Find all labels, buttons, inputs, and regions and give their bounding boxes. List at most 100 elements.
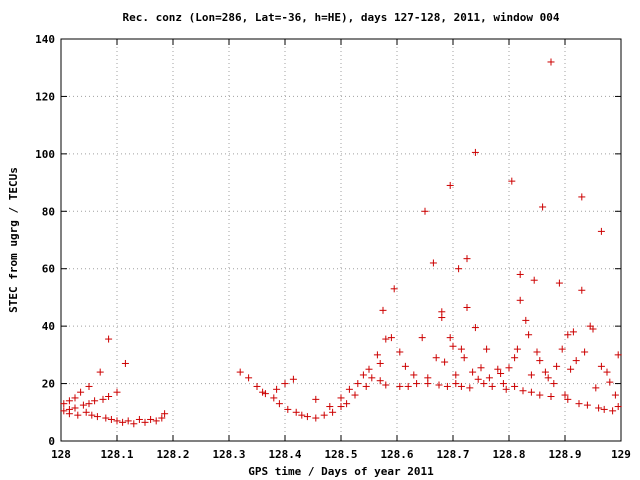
data-point [99, 395, 107, 403]
data-point [329, 408, 337, 416]
data-point [519, 387, 527, 395]
data-point [88, 411, 96, 419]
data-point [525, 331, 533, 339]
data-point [483, 345, 491, 353]
data-point [382, 381, 390, 389]
data-point [303, 413, 311, 421]
data-point [575, 400, 583, 408]
data-point [292, 408, 300, 416]
data-point [376, 377, 384, 385]
data-point [597, 227, 605, 235]
data-point [578, 286, 586, 294]
data-point [119, 418, 127, 426]
data-point [135, 415, 143, 423]
data-point [443, 382, 451, 390]
data-point [65, 410, 73, 418]
data-point [578, 193, 586, 201]
data-point [359, 371, 367, 379]
data-point [494, 365, 502, 373]
data-point [474, 375, 482, 383]
data-point [446, 181, 454, 189]
data-point [530, 276, 538, 284]
data-point [555, 279, 563, 287]
data-point [567, 365, 575, 373]
data-point [71, 394, 79, 402]
y-tick-label: 40 [42, 320, 55, 333]
data-point [522, 316, 530, 324]
data-point [418, 334, 426, 342]
data-point [502, 385, 510, 393]
data-point [424, 380, 432, 388]
data-point [236, 368, 244, 376]
data-point [130, 420, 138, 428]
data-point [298, 411, 306, 419]
y-tick-label: 60 [42, 263, 55, 276]
data-point [413, 380, 421, 388]
data-point [141, 418, 149, 426]
data-point [354, 380, 362, 388]
data-points [60, 58, 622, 428]
data-point [609, 407, 617, 415]
data-point [485, 374, 493, 382]
data-point [245, 374, 253, 382]
data-point [320, 411, 328, 419]
data-point [592, 384, 600, 392]
data-point [572, 357, 580, 365]
data-point [275, 400, 283, 408]
data-point [544, 374, 552, 382]
x-tick-label: 128.8 [492, 448, 525, 461]
data-point [253, 382, 261, 390]
data-point [326, 403, 334, 411]
data-point [508, 177, 516, 185]
y-tick-label: 0 [48, 435, 55, 448]
data-point [77, 388, 85, 396]
data-point [373, 351, 381, 359]
data-point [107, 415, 115, 423]
data-point [499, 380, 507, 388]
data-point [449, 342, 457, 350]
data-point [432, 354, 440, 362]
data-point [463, 255, 471, 263]
data-point [569, 328, 577, 336]
data-point [597, 362, 605, 370]
x-tick-label: 129 [611, 448, 631, 461]
data-point [429, 259, 437, 267]
data-point [469, 368, 477, 376]
data-point [281, 380, 289, 388]
data-point [284, 405, 292, 413]
tick-layer: 128 128.1 128.2 128.3 128.4 128.5 128.6 128.7 12… [35, 33, 631, 461]
data-point [541, 368, 549, 376]
data-point [561, 391, 569, 399]
data-point [583, 401, 591, 409]
data-point [455, 265, 463, 273]
data-point [273, 385, 281, 393]
data-point [457, 382, 465, 390]
data-point [435, 381, 443, 389]
data-point [105, 392, 113, 400]
data-point [337, 394, 345, 402]
data-point [387, 334, 395, 342]
data-point [113, 417, 121, 425]
data-point [463, 303, 471, 311]
data-point [161, 410, 169, 418]
data-point [564, 395, 572, 403]
data-point [113, 388, 121, 396]
data-point [446, 334, 454, 342]
data-point [82, 408, 90, 416]
data-point [497, 370, 505, 378]
x-tick-label: 128.6 [380, 448, 413, 461]
data-point [376, 359, 384, 367]
data-point [270, 394, 278, 402]
data-point [513, 345, 521, 353]
x-tick-label: 128.7 [436, 448, 469, 461]
data-point [614, 351, 622, 359]
data-point [547, 392, 555, 400]
data-point [124, 417, 132, 425]
data-point [396, 382, 404, 390]
data-point [401, 362, 409, 370]
x-tick-label: 128.3 [212, 448, 245, 461]
data-point [533, 348, 541, 356]
x-axis-label: GPS time / Days of year 2011 [248, 465, 434, 478]
data-point [611, 391, 619, 399]
